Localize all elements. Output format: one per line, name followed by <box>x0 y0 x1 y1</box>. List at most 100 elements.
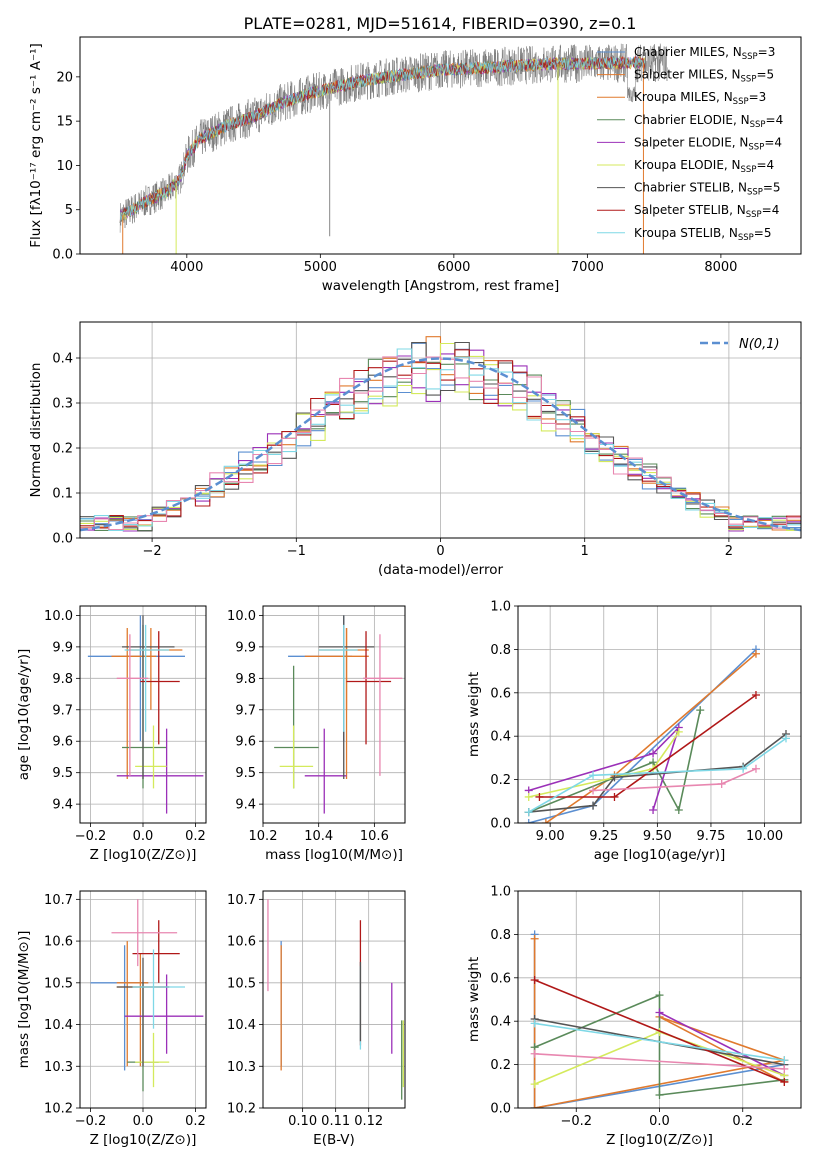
weight-marker <box>535 792 544 801</box>
weight-marker <box>524 792 533 801</box>
y-tick-label: 10.7 <box>44 893 73 908</box>
x-tick-label: 0.10 <box>288 1114 317 1129</box>
y-tick-label: 10.2 <box>227 1102 256 1117</box>
x-tick-label: −0.2 <box>560 1114 592 1129</box>
y-tick-label: 9.6 <box>52 735 73 750</box>
errorbar-point <box>132 949 185 1029</box>
legend-subscript: SSP <box>738 233 754 243</box>
x-axis-label: wavelength [Angstrom, rest frame] <box>322 278 560 294</box>
z-vs-weight-panel: −0.2 0.0 0.2 0.0 0.2 0.4 0.6 0.8 1.0 Z [log10(Z/Z… <box>466 885 802 1148</box>
weight-series <box>524 734 790 817</box>
z-vs-mass-frame <box>79 890 207 1109</box>
x-tick-label: 6000 <box>437 260 470 275</box>
spectrum-ticks: 4000 5000 6000 7000 8000 0.0 5 10 15 20 <box>52 70 737 275</box>
age-vs-weight-plot-area <box>524 645 790 823</box>
x-tick-label: 0.0 <box>649 1114 670 1129</box>
errorbar-point <box>363 634 403 776</box>
x-axis-label: Z [log10(Z/Z⊙)] <box>90 1132 197 1148</box>
y-tick-label: 9.9 <box>52 640 73 655</box>
legend-n: N <box>732 68 741 82</box>
legend-n: N <box>739 135 748 149</box>
x-axis-label: age [log10(age/yr)] <box>594 847 726 863</box>
weight-series <box>530 1019 789 1065</box>
weight-marker <box>674 805 683 814</box>
spectrum-frame <box>79 36 802 255</box>
y-tick-label: 0.1 <box>52 487 73 502</box>
weight-marker <box>541 819 550 823</box>
y-tick-label: 10.0 <box>44 609 73 624</box>
x-tick-label: 0.12 <box>354 1114 383 1129</box>
x-tick-label: −0.2 <box>75 1114 107 1129</box>
errorbar-point <box>346 631 392 745</box>
weight-marker <box>781 734 790 743</box>
weight-marker <box>751 764 760 773</box>
weight-marker <box>717 779 726 788</box>
legend-label: Salpeter MILES, NSSP=5 <box>634 68 774 85</box>
weight-series <box>589 764 760 795</box>
y-tick-label: 1.0 <box>490 885 511 900</box>
mass-vs-age-gridlines <box>262 606 405 823</box>
figure-title: PLATE=0281, MJD=51614, FIBERID=0390, z=0… <box>244 14 637 33</box>
z-vs-mass-panel: −0.2 0.0 0.2 10.2 10.3 10.4 10.5 10.6 10.7 Z [log… <box>16 890 207 1148</box>
y-tick-label: 10.4 <box>44 1018 73 1033</box>
x-tick-label: 9.25 <box>589 829 618 844</box>
x-axis-label: E(B-V) <box>313 1132 355 1148</box>
y-tick-label: 0.6 <box>490 686 511 701</box>
ebv-vs-mass-frame <box>262 890 406 1109</box>
x-tick-label: 4000 <box>170 260 203 275</box>
mass-vs-age-plot-area <box>274 615 403 814</box>
legend-label: Chabrier STELIB, NSSP=5 <box>634 181 781 198</box>
legend-n: N <box>737 203 746 217</box>
legend-n: N <box>732 158 741 172</box>
y-tick-label: 10.0 <box>227 609 256 624</box>
legend-label: Salpeter STELIB, NSSP=4 <box>634 203 779 220</box>
weight-marker <box>524 819 533 823</box>
legend-subscript: SSP <box>742 52 758 62</box>
weight-marker <box>524 808 533 817</box>
weight-marker <box>530 1080 539 1089</box>
x-tick-label: 0.2 <box>732 1114 753 1129</box>
y-axis-label: Normed distribution <box>28 363 44 498</box>
y-tick-label: 9.9 <box>235 640 256 655</box>
errorbar-point <box>135 1032 170 1088</box>
residual-histogram-series <box>80 348 801 531</box>
x-tick-label: 5000 <box>304 260 337 275</box>
weight-marker <box>780 1056 789 1065</box>
y-tick-label: 0.3 <box>52 397 73 412</box>
age-vs-weight-panel: 9.00 9.25 9.50 9.75 10.00 0.0 0.2 0.4 0.6 0.8 1.0 a… <box>466 600 802 863</box>
weight-marker <box>610 792 619 801</box>
weight-marker <box>530 1019 539 1028</box>
legend-count: =4 <box>762 203 780 217</box>
age-vs-weight-ticks: 9.00 9.25 9.50 9.75 10.00 0.0 0.2 0.4 0.6 0.8 1.0 <box>490 600 783 845</box>
legend-count: =4 <box>766 113 784 127</box>
x-tick-label: 10.6 <box>360 829 389 844</box>
x-tick-label: 0.0 <box>133 829 154 844</box>
weight-line <box>659 1011 785 1077</box>
errorbar-point <box>124 974 204 1054</box>
weight-series <box>530 975 789 1086</box>
legend-label: Kroupa STELIB, NSSP=5 <box>634 226 772 243</box>
legend-label: Chabrier MILES, NSSP=3 <box>634 45 775 62</box>
y-tick-label: 0.2 <box>490 1058 511 1073</box>
x-tick-label: 0.2 <box>185 829 206 844</box>
errorbar-point <box>111 628 157 779</box>
weight-marker <box>530 975 539 984</box>
x-tick-label: 9.50 <box>643 829 672 844</box>
y-axis-label: mass weight <box>466 672 482 757</box>
weight-marker <box>674 727 683 736</box>
x-tick-label: 8000 <box>704 260 737 275</box>
normal-curve <box>80 357 801 532</box>
weight-marker <box>589 801 598 810</box>
legend-subscript: SSP <box>748 142 764 152</box>
legend-subscript: SSP <box>750 120 766 130</box>
y-tick-label: 0.2 <box>490 773 511 788</box>
x-tick-label: −1 <box>287 544 306 559</box>
y-tick-label: 0.8 <box>490 928 511 943</box>
legend-n: N <box>724 90 733 104</box>
legend-subscript: SSP <box>746 210 762 220</box>
weight-marker <box>655 991 664 1000</box>
errorbar-point <box>279 725 314 789</box>
mass-vs-age-ticks: 10.2 10.4 10.6 9.4 9.5 9.6 9.7 9.8 9.9 10.0 <box>227 609 389 844</box>
legend-n: N <box>733 45 742 59</box>
